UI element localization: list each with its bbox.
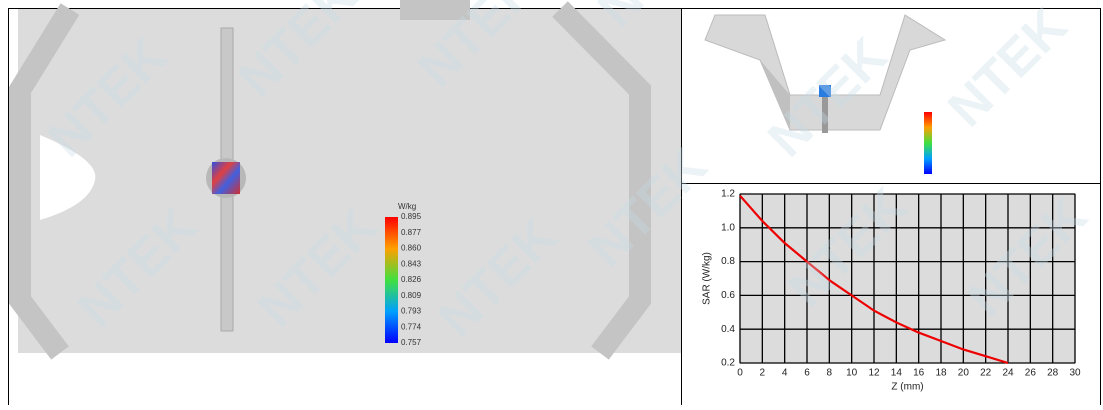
x-tick-label: 16: [913, 368, 925, 379]
scale-label: 0.895: [401, 212, 422, 221]
y-axis-label: SAR (W/kg): [702, 252, 713, 305]
x-tick-label: 24: [1002, 368, 1014, 379]
x-axis-label: Z (mm): [891, 382, 923, 393]
x-tick-label: 30: [1069, 368, 1081, 379]
y-tick-label: 0.4: [721, 324, 735, 335]
right-image: [690, 10, 1095, 180]
scale-label: 0.809: [401, 291, 422, 300]
y-tick-label: 1.2: [721, 189, 735, 200]
scale-label: 0.793: [401, 307, 422, 316]
scale-label: 0.877: [401, 228, 422, 237]
x-tick-label: 26: [1025, 368, 1037, 379]
x-tick-label: 12: [868, 368, 880, 379]
scale-unit: W/kg: [398, 202, 416, 211]
scale-label: 0.757: [401, 338, 422, 347]
left-image: W/kg 0.895 0.877 0.860 0.843 0.826 0.809 0.793…: [8, 0, 681, 360]
x-tick-label: 14: [891, 368, 903, 379]
y-tick-label: 0.2: [721, 358, 735, 369]
scale-label: 0.843: [401, 259, 422, 268]
x-tick-label: 0: [737, 368, 743, 379]
x-tick-label: 10: [846, 368, 858, 379]
x-tick-label: 20: [958, 368, 970, 379]
x-tick-label: 4: [782, 368, 788, 379]
scale-label: 0.860: [401, 244, 422, 253]
x-tick-label: 18: [935, 368, 947, 379]
y-tick-label: 0.8: [721, 256, 735, 267]
plot-area: [739, 193, 1076, 364]
scale-label: 0.826: [401, 275, 422, 284]
x-tick-label: 6: [804, 368, 810, 379]
table-borders: [8, 8, 1101, 405]
x-tick-label: 2: [760, 368, 766, 379]
y-tick-label: 0.6: [721, 290, 735, 301]
x-tick-label: 8: [827, 368, 833, 379]
x-tick-label: 28: [1047, 368, 1059, 379]
x-tick-label: 22: [980, 368, 992, 379]
data-line: [739, 194, 1009, 365]
scale-label: 0.774: [401, 322, 422, 331]
y-tick-label: 1.0: [721, 222, 735, 233]
